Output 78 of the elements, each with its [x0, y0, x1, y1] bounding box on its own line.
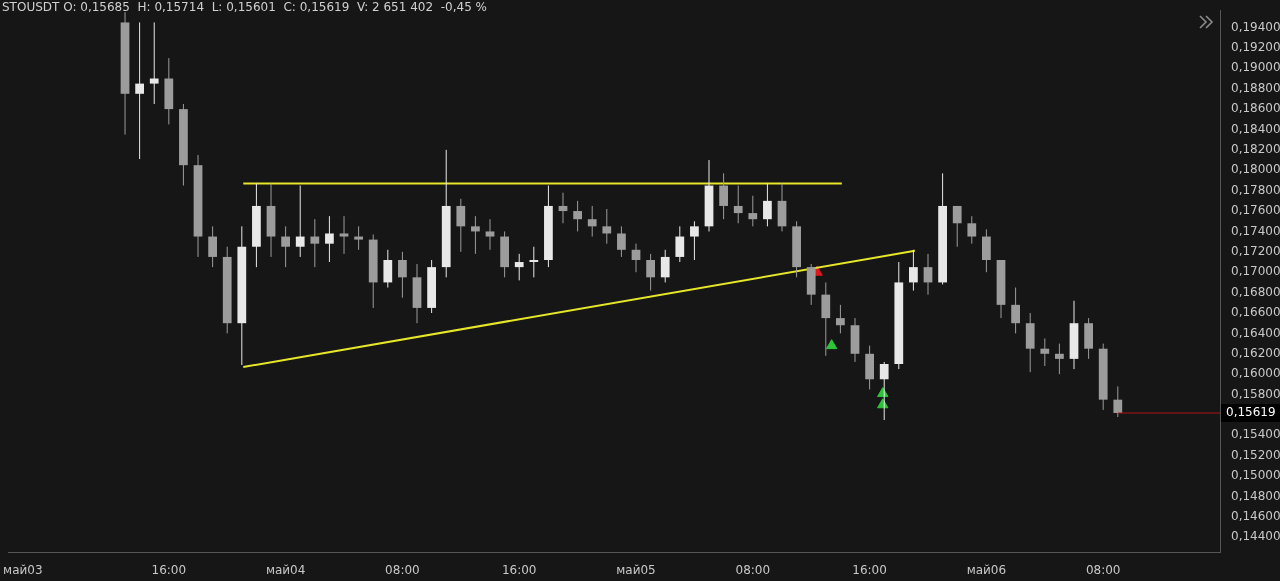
x-tick-label: 08:00 [1085, 562, 1121, 577]
y-tick-label: 0,18800 [1231, 80, 1280, 95]
x-tick-label: май03 [3, 562, 43, 577]
candlestick [821, 281, 831, 357]
candlestick [295, 185, 305, 258]
y-tick-label: 0,18400 [1231, 121, 1280, 136]
candlestick [398, 251, 407, 299]
y-tick-label: 0,16400 [1231, 325, 1280, 340]
candlestick [529, 246, 539, 278]
y-tick-label: 0,19000 [1231, 60, 1280, 75]
x-tick-label: 16:00 [151, 562, 187, 577]
y-tick-label: 0,15400 [1231, 427, 1280, 442]
candlestick [733, 185, 743, 224]
y-tick-label: 0,16800 [1231, 284, 1280, 299]
candlestick [339, 215, 349, 255]
x-tick-label: май05 [616, 562, 656, 577]
candlestick [1040, 338, 1050, 367]
candlestick [952, 205, 962, 248]
candlestick [354, 225, 363, 251]
x-tick-label: 08:00 [385, 562, 420, 577]
y-tick-label: 0,14600 [1231, 509, 1280, 524]
candlestick [383, 249, 393, 289]
candlestick [631, 243, 641, 273]
candlestick [909, 249, 918, 292]
candlestick [1055, 343, 1064, 375]
x-tick-label: май06 [966, 562, 1007, 577]
candlestick [675, 225, 685, 263]
y-tick-label: 0,19400 [1231, 19, 1280, 34]
y-tick-label: 0,15800 [1231, 386, 1280, 401]
candlestick [456, 198, 466, 253]
candlestick [923, 253, 933, 296]
x-tick-label: 08:00 [735, 562, 771, 577]
y-tick-label: 0,17400 [1231, 223, 1280, 238]
y-tick-label: 0,15000 [1231, 468, 1280, 483]
candlestick [719, 172, 728, 220]
candlestick [836, 304, 845, 334]
candlestick [325, 215, 334, 263]
y-tick-label: 0,16000 [1231, 366, 1280, 381]
y-tick-label: 0,14400 [1231, 529, 1280, 544]
candlestick [617, 225, 626, 258]
y-tick-label: 0,17000 [1231, 264, 1280, 279]
candlestick [1011, 287, 1020, 334]
y-tick-label: 0,17800 [1231, 182, 1280, 197]
candlestick [587, 205, 597, 238]
candlestick [485, 218, 495, 251]
candlestick [646, 253, 655, 292]
candlestick [660, 249, 670, 283]
y-tick-label: 0,14800 [1231, 488, 1280, 503]
candlestick [602, 208, 612, 245]
candlestick [471, 215, 480, 255]
candlestick [281, 225, 290, 268]
x-tick-label: 16:00 [501, 562, 537, 577]
candlestick [208, 225, 217, 268]
y-tick-label: 0,17600 [1231, 203, 1280, 218]
candlestick [310, 218, 320, 268]
chart-title: STOUSDT O: 0,15685 H: 0,15714 L: 0,15601 C: 0,15619 V: 2 651 402 -0,45 % [2, 0, 487, 14]
candlestick [149, 21, 159, 105]
candlestick [879, 361, 889, 421]
y-tick-label: 0,16600 [1231, 305, 1280, 320]
candlestick [514, 253, 524, 281]
y-tick-label: 0,18200 [1231, 142, 1280, 156]
y-tick-label: 0,19200 [1231, 40, 1280, 55]
candlestick [135, 21, 144, 160]
candlestick [1113, 385, 1123, 418]
y-tick-label: 0,17200 [1231, 243, 1280, 258]
candlestick [748, 195, 758, 227]
y-tick-label: 0,15200 [1231, 447, 1280, 462]
candlestick [573, 200, 582, 232]
x-tick-label: май04 [265, 562, 306, 577]
y-tick-label: 0,18000 [1231, 162, 1280, 177]
candlestick [967, 215, 977, 245]
candlestick [690, 220, 699, 261]
ref-line-label: 0,15619 [1226, 405, 1276, 420]
x-tick-label: 16:00 [852, 562, 887, 577]
y-tick-label: 0,18600 [1231, 101, 1280, 116]
candlestick [982, 228, 991, 273]
candlestick [763, 183, 772, 227]
y-tick-label: 0,16200 [1231, 345, 1280, 360]
